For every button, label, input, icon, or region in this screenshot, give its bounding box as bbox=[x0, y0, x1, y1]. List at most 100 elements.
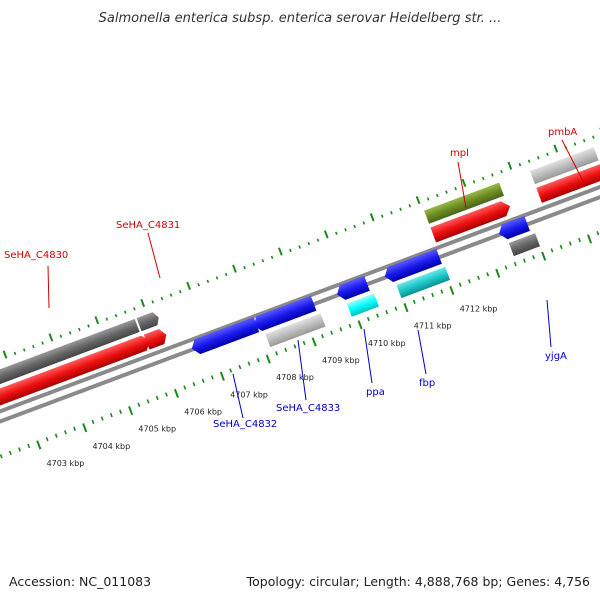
gene-seha-c4831-gray[interactable] bbox=[0, 318, 140, 434]
gene-mpl-red[interactable] bbox=[430, 199, 512, 243]
forward-tick bbox=[169, 293, 173, 297]
reverse-tick bbox=[146, 399, 150, 404]
forward-tick bbox=[369, 213, 375, 222]
scale-label-2: 4705 kbp bbox=[138, 425, 176, 434]
reverse-tick bbox=[311, 337, 317, 347]
leader-ppa bbox=[363, 328, 373, 384]
forward-tick bbox=[105, 317, 109, 321]
gene-seha-c4831-gray-tip[interactable] bbox=[136, 311, 162, 332]
reverse-tick bbox=[403, 303, 409, 313]
gene-pmba-gray[interactable] bbox=[529, 147, 599, 185]
reverse-tick bbox=[495, 268, 501, 278]
reverse-tick bbox=[64, 430, 67, 435]
leader-pmba bbox=[561, 139, 586, 186]
forward-tick bbox=[215, 276, 219, 280]
forward-tick bbox=[316, 238, 320, 242]
forward-tick bbox=[380, 214, 384, 218]
reverse-tick bbox=[330, 330, 334, 335]
forward-tick bbox=[140, 298, 146, 308]
reverse-tick bbox=[45, 436, 49, 442]
reverse-tick bbox=[265, 354, 271, 364]
reverse-tick bbox=[0, 454, 3, 459]
label-ppa[interactable]: ppa bbox=[366, 387, 385, 398]
leader-fbp bbox=[417, 329, 427, 375]
gene-mpl-olive[interactable] bbox=[424, 182, 504, 224]
label-fbp[interactable]: fbp bbox=[419, 378, 435, 389]
forward-tick bbox=[353, 224, 356, 229]
reverse-tick bbox=[559, 244, 563, 250]
reverse-tick bbox=[238, 364, 242, 370]
reverse-tick bbox=[513, 261, 517, 267]
reverse-tick bbox=[458, 282, 462, 287]
forward-tick bbox=[582, 138, 586, 143]
gene-ppa-blue[interactable] bbox=[334, 275, 370, 302]
reverse-tick bbox=[8, 450, 12, 456]
reverse-tick bbox=[256, 358, 260, 363]
gene-seha-c4830-red[interactable] bbox=[0, 333, 153, 453]
reverse-tick bbox=[550, 248, 554, 253]
reverse-tick bbox=[440, 289, 444, 294]
forward-tick bbox=[151, 300, 155, 304]
gene-seha-c4833-gray[interactable] bbox=[265, 313, 326, 348]
forward-tick bbox=[224, 272, 228, 277]
gene-yjga-blue[interactable] bbox=[496, 215, 530, 241]
gene-fbp-cyan[interactable] bbox=[396, 266, 451, 299]
reverse-tick bbox=[504, 265, 508, 270]
reverse-tick bbox=[192, 382, 196, 387]
label-seha-c4832[interactable]: SeHA_C4832 bbox=[213, 419, 277, 430]
scale-label-1: 4704 kbp bbox=[93, 442, 131, 451]
reverse-tick bbox=[568, 241, 572, 246]
label-mpl[interactable]: mpl bbox=[450, 148, 469, 159]
gene-ppa-aqua[interactable] bbox=[346, 293, 379, 317]
gene-pmba-red[interactable] bbox=[536, 164, 600, 203]
forward-tick bbox=[335, 231, 338, 235]
gene-seha-c4833-blue[interactable] bbox=[251, 295, 317, 333]
scale-label-8: 4711 kbp bbox=[414, 322, 452, 331]
leader-seha-c4831 bbox=[147, 232, 161, 279]
map-title: Salmonella enterica subsp. enterica sero… bbox=[99, 11, 502, 26]
leader-mpl bbox=[457, 161, 467, 209]
reverse-tick bbox=[229, 368, 233, 373]
accession-text: Accession: NC_011083 bbox=[9, 574, 151, 589]
reverse-tick bbox=[27, 443, 31, 449]
gene-leader-lines bbox=[47, 139, 586, 419]
label-seha-c4830[interactable]: SeHA_C4830 bbox=[4, 250, 68, 261]
reverse-tick bbox=[522, 258, 526, 263]
forward-tick-row bbox=[2, 127, 600, 359]
reverse-tick bbox=[348, 323, 352, 329]
forward-tick bbox=[436, 193, 439, 198]
reverse-tick bbox=[385, 309, 389, 315]
scale-labels: 4703 kbp 4704 kbp 4705 kbp 4706 kbp 4707 kbp… bbox=[47, 305, 498, 468]
gene-yjga-gray[interactable] bbox=[508, 233, 540, 257]
forward-tick bbox=[232, 264, 237, 273]
forward-strand-features bbox=[0, 147, 600, 453]
forward-tick bbox=[573, 142, 577, 146]
scale-label-7: 4710 kbp bbox=[368, 339, 406, 348]
reverse-tick bbox=[302, 340, 306, 346]
reverse-tick bbox=[164, 392, 168, 397]
label-seha-c4833[interactable]: SeHA_C4833 bbox=[276, 403, 340, 414]
reverse-tick bbox=[119, 409, 122, 414]
forward-tick bbox=[507, 161, 513, 170]
label-seha-c4831[interactable]: SeHA_C4831 bbox=[116, 220, 180, 231]
scale-label-3: 4706 kbp bbox=[184, 408, 222, 417]
scale-label-5: 4708 kbp bbox=[276, 373, 314, 382]
forward-tick bbox=[114, 313, 118, 318]
forward-tick bbox=[491, 173, 494, 177]
reverse-tick bbox=[357, 320, 363, 330]
forward-tick bbox=[344, 228, 347, 232]
forward-tick bbox=[445, 190, 448, 194]
gene-seha-c4831-red[interactable] bbox=[143, 327, 169, 350]
reverse-tick bbox=[210, 375, 214, 380]
reverse-tick bbox=[100, 416, 104, 421]
reverse-tick bbox=[73, 426, 77, 431]
reverse-tick bbox=[36, 440, 42, 450]
gene-fbp-blue[interactable] bbox=[382, 248, 442, 284]
forward-tick bbox=[123, 310, 127, 314]
forward-tick bbox=[32, 344, 35, 349]
label-yjga[interactable]: yjgA bbox=[545, 351, 567, 362]
label-pmba[interactable]: pmbA bbox=[548, 127, 577, 138]
gene-seha-c4832-blue[interactable] bbox=[189, 317, 260, 356]
leader-seha-c4832 bbox=[232, 373, 244, 419]
forward-tick bbox=[206, 279, 210, 284]
